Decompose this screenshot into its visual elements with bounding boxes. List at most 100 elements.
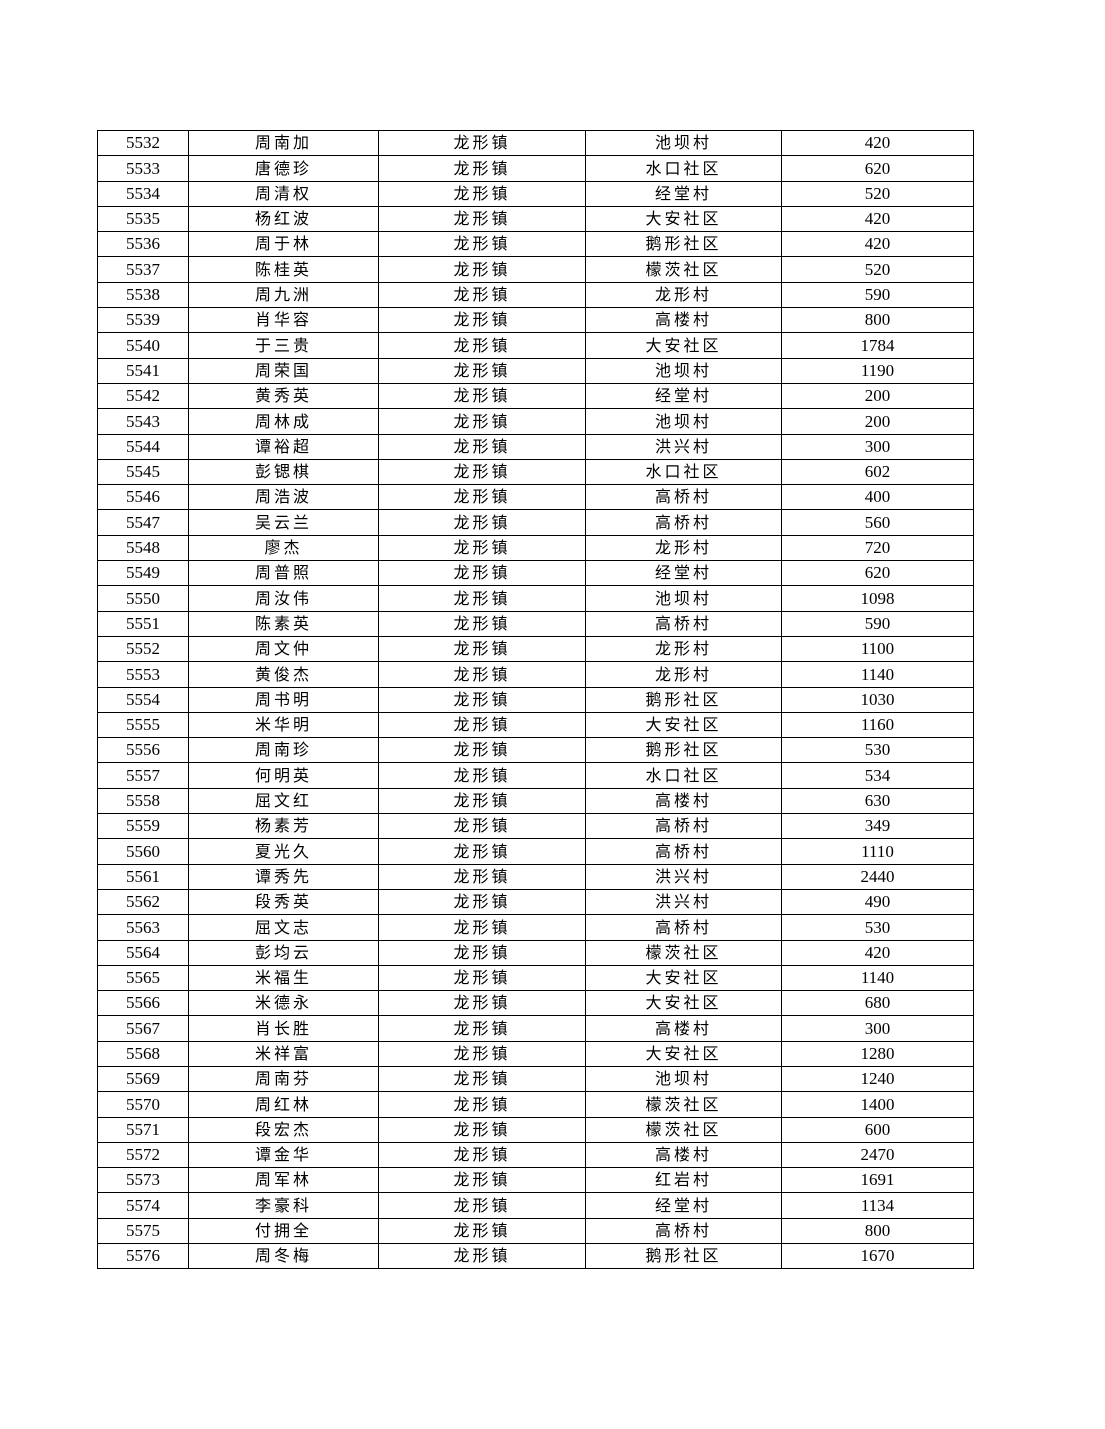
cell-id: 5563 xyxy=(97,914,189,941)
table-row: 5539 肖华容 龙形镇 高楼村 800 xyxy=(97,307,974,334)
cell-id: 5540 xyxy=(97,332,189,359)
cell-amount: 1030 xyxy=(781,686,974,713)
cell-name: 周九洲 xyxy=(188,281,379,309)
table-row: 5532 周南加 龙形镇 池坝村 420 xyxy=(97,129,974,157)
cell-village: 檬茨社区 xyxy=(585,256,782,283)
cell-name: 于三贵 xyxy=(188,332,379,359)
cell-town: 龙形镇 xyxy=(378,1040,586,1067)
cell-amount: 600 xyxy=(781,1116,974,1143)
table-row: 5575 付拥全 龙形镇 高桥村 800 xyxy=(97,1217,974,1245)
cell-village: 大安社区 xyxy=(585,332,782,359)
table-row: 5571 段宏杰 龙形镇 檬茨社区 600 xyxy=(97,1116,974,1143)
cell-name: 肖华容 xyxy=(188,307,379,334)
cell-town: 龙形镇 xyxy=(378,1217,586,1245)
cell-village: 大安社区 xyxy=(585,964,782,992)
cell-town: 龙形镇 xyxy=(378,1065,586,1093)
table-row: 5549 周普照 龙形镇 经堂村 620 xyxy=(97,560,974,587)
cell-village: 高桥村 xyxy=(585,509,782,536)
cell-amount: 1691 xyxy=(781,1167,974,1194)
cell-village: 龙形村 xyxy=(585,281,782,309)
table-body: 5532 周南加 龙形镇 池坝村 420 5533 唐德珍 龙形镇 水口社区 620 5534 周清权… xyxy=(97,129,974,1270)
cell-village: 水口社区 xyxy=(585,155,782,182)
cell-amount: 420 xyxy=(781,231,974,258)
table-row: 5548 廖杰 龙形镇 龙形村 720 xyxy=(97,534,974,562)
cell-village: 红岩村 xyxy=(585,1167,782,1194)
cell-amount: 1670 xyxy=(781,1243,974,1270)
cell-town: 龙形镇 xyxy=(378,863,586,890)
cell-village: 高桥村 xyxy=(585,813,782,840)
cell-town: 龙形镇 xyxy=(378,711,586,739)
cell-amount: 1134 xyxy=(781,1192,974,1219)
cell-amount: 602 xyxy=(781,458,974,486)
table-row: 5545 彭锶棋 龙形镇 水口社区 602 xyxy=(97,458,974,486)
cell-amount: 1190 xyxy=(781,357,974,384)
cell-name: 黄秀英 xyxy=(188,382,379,410)
cell-village: 洪兴村 xyxy=(585,433,782,460)
cell-town: 龙形镇 xyxy=(378,888,586,916)
cell-town: 龙形镇 xyxy=(378,737,586,764)
table-row: 5556 周南珍 龙形镇 鹅形社区 530 xyxy=(97,737,974,764)
cell-village: 龙形村 xyxy=(585,534,782,562)
cell-amount: 1098 xyxy=(781,585,974,612)
table-row: 5552 周文仲 龙形镇 龙形村 1100 xyxy=(97,635,974,663)
cell-town: 龙形镇 xyxy=(378,408,586,435)
cell-name: 夏光久 xyxy=(188,838,379,865)
cell-id: 5536 xyxy=(97,231,189,258)
table-row: 5554 周书明 龙形镇 鹅形社区 1030 xyxy=(97,686,974,713)
cell-town: 龙形镇 xyxy=(378,332,586,359)
cell-village: 水口社区 xyxy=(585,458,782,486)
table-row: 5555 米华明 龙形镇 大安社区 1160 xyxy=(97,711,974,739)
cell-amount: 2470 xyxy=(781,1141,974,1169)
cell-amount: 200 xyxy=(781,408,974,435)
table-row: 5547 吴云兰 龙形镇 高桥村 560 xyxy=(97,509,974,536)
cell-name: 黄俊杰 xyxy=(188,661,379,688)
cell-village: 檬茨社区 xyxy=(585,1091,782,1118)
cell-id: 5537 xyxy=(97,256,189,283)
cell-id: 5576 xyxy=(97,1243,189,1270)
cell-id: 5539 xyxy=(97,307,189,334)
cell-id: 5558 xyxy=(97,787,189,815)
cell-village: 洪兴村 xyxy=(585,863,782,890)
cell-id: 5560 xyxy=(97,838,189,865)
cell-name: 米德永 xyxy=(188,990,379,1017)
cell-amount: 300 xyxy=(781,433,974,460)
table-row: 5544 谭裕超 龙形镇 洪兴村 300 xyxy=(97,433,974,460)
table-row: 5551 陈素英 龙形镇 高桥村 590 xyxy=(97,610,974,637)
table-row: 5564 彭均云 龙形镇 檬茨社区 420 xyxy=(97,939,974,966)
cell-amount: 590 xyxy=(781,610,974,637)
cell-id: 5550 xyxy=(97,585,189,612)
table-row: 5561 谭秀先 龙形镇 洪兴村 2440 xyxy=(97,863,974,890)
cell-village: 水口社区 xyxy=(585,762,782,789)
cell-town: 龙形镇 xyxy=(378,661,586,688)
cell-village: 高桥村 xyxy=(585,484,782,511)
cell-amount: 520 xyxy=(781,256,974,283)
cell-id: 5556 xyxy=(97,737,189,764)
cell-amount: 800 xyxy=(781,1217,974,1245)
cell-village: 池坝村 xyxy=(585,408,782,435)
table-row: 5560 夏光久 龙形镇 高桥村 1110 xyxy=(97,838,974,865)
cell-id: 5574 xyxy=(97,1192,189,1219)
cell-town: 龙形镇 xyxy=(378,635,586,663)
table-row: 5546 周浩波 龙形镇 高桥村 400 xyxy=(97,484,974,511)
cell-amount: 1784 xyxy=(781,332,974,359)
cell-name: 李豪科 xyxy=(188,1192,379,1219)
cell-name: 谭金华 xyxy=(188,1141,379,1169)
cell-town: 龙形镇 xyxy=(378,382,586,410)
cell-id: 5546 xyxy=(97,484,189,511)
table-row: 5541 周荣国 龙形镇 池坝村 1190 xyxy=(97,357,974,384)
table-row: 5538 周九洲 龙形镇 龙形村 590 xyxy=(97,281,974,309)
cell-id: 5547 xyxy=(97,509,189,536)
cell-village: 池坝村 xyxy=(585,129,782,157)
cell-amount: 420 xyxy=(781,205,974,233)
cell-village: 大安社区 xyxy=(585,990,782,1017)
cell-town: 龙形镇 xyxy=(378,433,586,460)
cell-id: 5535 xyxy=(97,205,189,233)
table-row: 5576 周冬梅 龙形镇 鹅形社区 1670 xyxy=(97,1243,974,1270)
table-row: 5574 李豪科 龙形镇 经堂村 1134 xyxy=(97,1192,974,1219)
cell-name: 周于林 xyxy=(188,231,379,258)
cell-amount: 1140 xyxy=(781,964,974,992)
cell-name: 彭均云 xyxy=(188,939,379,966)
table-row: 5540 于三贵 龙形镇 大安社区 1784 xyxy=(97,332,974,359)
cell-village: 大安社区 xyxy=(585,205,782,233)
cell-town: 龙形镇 xyxy=(378,1091,586,1118)
